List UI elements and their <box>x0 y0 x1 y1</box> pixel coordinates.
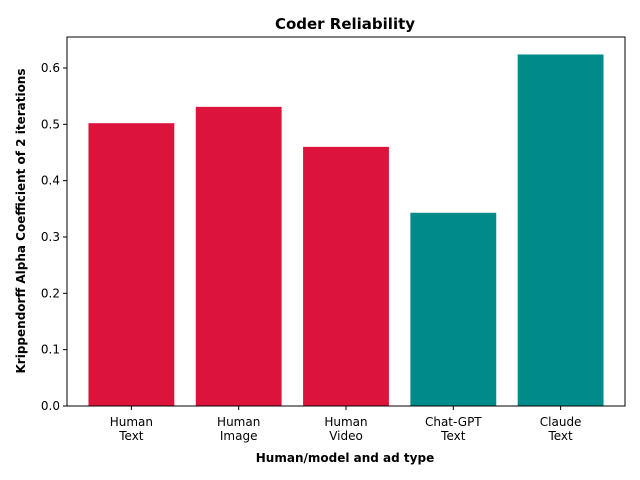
bar-human-text <box>88 123 175 406</box>
y-axis: 0.0 0.1 0.2 0.3 0.4 0.5 0.6 <box>41 61 67 413</box>
bar-chat-gpt-text <box>410 212 497 406</box>
plot-frame <box>66 36 626 407</box>
x-axis: Human Text Human Image Human Video Chat-GPT Tex… <box>110 406 582 443</box>
x-axis-label: Human/model and ad type <box>256 451 434 465</box>
x-tick-label: Human Image <box>217 415 260 443</box>
y-tick-label: 0.3 <box>41 230 60 244</box>
x-tick-label: Human Text <box>110 415 153 443</box>
chart-title: Coder Reliability <box>275 15 415 33</box>
y-tick-label: 0.4 <box>41 174 60 188</box>
x-tick-label: Human Video <box>324 415 367 443</box>
bars-group <box>88 54 604 407</box>
bar-human-image <box>195 106 282 406</box>
y-tick-label: 0.6 <box>41 61 60 75</box>
bar-claude-text <box>517 54 604 407</box>
bar-human-video <box>303 146 389 406</box>
x-tick-label: Chat-GPT Text <box>425 415 482 443</box>
x-tick-label: Claude Text <box>540 415 582 443</box>
y-axis-label: Krippendorff Alpha Coefficient of 2 iter… <box>14 69 28 374</box>
y-tick-label: 0.5 <box>41 117 60 131</box>
y-tick-label: 0.1 <box>41 343 60 357</box>
y-tick-label: 0.0 <box>41 399 60 413</box>
y-tick-label: 0.2 <box>41 286 60 300</box>
